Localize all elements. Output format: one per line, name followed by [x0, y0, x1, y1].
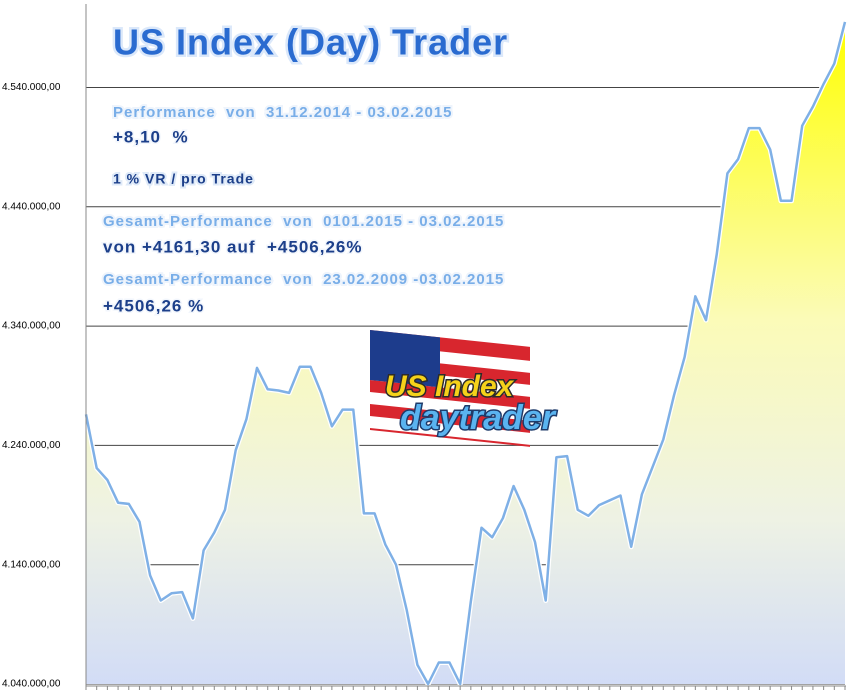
area-fill [86, 21, 845, 684]
area-line [84, 21, 847, 686]
annotation: Gesamt-Performance von 0101.2015 - 03.02… [103, 213, 504, 230]
chart-title: US Index (Day) Trader [113, 22, 508, 63]
annotation: +4506,26 % [103, 296, 204, 315]
logo-text: daytrader [400, 399, 557, 437]
y-tick-label: 4.340.000,00 [2, 321, 61, 332]
y-tick-label: 4.240.000,00 [2, 440, 61, 451]
y-tick-label: 4.540.000,00 [2, 82, 61, 93]
logo: US Index daytrader [370, 330, 558, 447]
y-tick-label: 4.440.000,00 [2, 201, 61, 212]
y-tick-label: 4.140.000,00 [2, 559, 61, 570]
logo-text: US Index [385, 370, 515, 403]
y-tick-label: 4.040.000,00 [2, 679, 61, 690]
annotation: Performance von 31.12.2014 - 03.02.2015 [113, 104, 453, 121]
annotation: +8,10 % [113, 127, 189, 146]
annotation: 1 % VR / pro Trade [113, 171, 254, 187]
annotation: Gesamt-Performance von 23.02.2009 -03.02… [103, 271, 504, 288]
annotation: von +4161,30 auf +4506,26% [103, 237, 363, 256]
